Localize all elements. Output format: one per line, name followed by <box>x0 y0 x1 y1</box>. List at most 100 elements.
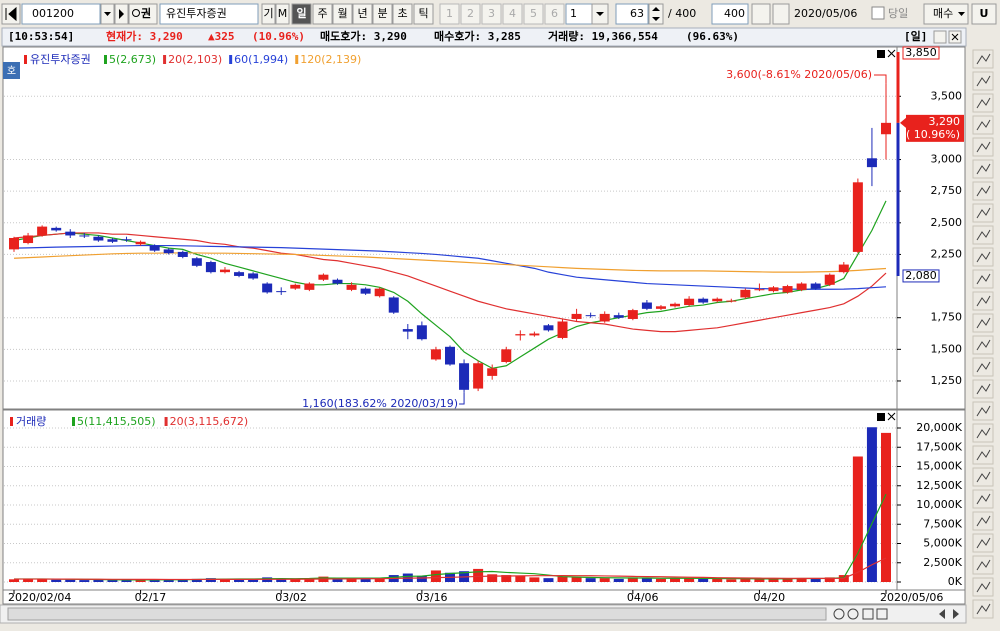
volume-bar <box>557 576 568 582</box>
scroll-arrows[interactable] <box>939 609 959 619</box>
count-spinner[interactable] <box>648 3 664 25</box>
tool-button[interactable] <box>972 489 994 509</box>
volume-bar <box>543 578 554 582</box>
volume-bar <box>670 578 681 582</box>
annotation: 3,600(-8.61% 2020/05/06) <box>726 68 872 81</box>
count-input[interactable] <box>615 3 649 25</box>
candle-body <box>304 283 315 290</box>
candle-body <box>107 239 118 242</box>
candle-body <box>754 289 765 291</box>
y-tick-label: 20,000K <box>916 421 962 434</box>
volume-bar <box>726 579 737 582</box>
tool-icon <box>976 75 991 87</box>
date-axis <box>2 589 966 605</box>
restore-button[interactable] <box>933 30 947 44</box>
code-input[interactable] <box>21 3 101 25</box>
candle-body <box>655 306 666 309</box>
period-button[interactable] <box>352 3 373 25</box>
badge-box[interactable] <box>3 62 20 79</box>
tool-button[interactable] <box>972 71 994 91</box>
tool-button[interactable] <box>972 225 994 245</box>
zoom-out[interactable] <box>833 608 845 620</box>
period-button[interactable] <box>413 3 434 25</box>
candle-body <box>459 363 470 390</box>
candle-body <box>810 283 821 289</box>
tool-button[interactable] <box>972 467 994 487</box>
scroll-thumb[interactable] <box>7 607 827 621</box>
reset-button[interactable] <box>876 608 888 620</box>
tool-button[interactable] <box>972 423 994 443</box>
number-label: 3 <box>488 7 495 20</box>
total-input[interactable] <box>711 3 749 25</box>
tool-button[interactable] <box>972 577 994 597</box>
tool-button[interactable] <box>972 49 994 69</box>
candle-body <box>93 236 104 241</box>
next-icon <box>119 9 124 19</box>
y-tick-label: 12,500K <box>916 479 962 492</box>
calendar-button[interactable] <box>751 3 771 25</box>
volume-bar <box>248 579 259 582</box>
tool-button[interactable] <box>972 379 994 399</box>
y-tick-label: 5,000K <box>923 537 962 550</box>
tool-icon <box>976 163 991 175</box>
tool-button[interactable] <box>972 115 994 135</box>
date-button[interactable] <box>772 3 790 25</box>
tool-icon <box>976 185 991 197</box>
volume-bar <box>332 578 343 582</box>
tool-button[interactable] <box>972 247 994 267</box>
volume: 거래량: 19,366,554 <box>548 29 658 43</box>
period-label: 주 <box>317 7 327 20</box>
candle-body <box>121 239 132 241</box>
price-marker-label: 2,080 <box>905 269 937 282</box>
tool-button[interactable] <box>972 93 994 113</box>
order-button[interactable] <box>923 3 969 25</box>
number-button[interactable] <box>544 3 565 25</box>
period-button[interactable] <box>392 3 413 25</box>
tool-button[interactable] <box>972 511 994 531</box>
tool-button[interactable] <box>972 555 994 575</box>
panel-menu[interactable] <box>877 413 885 421</box>
number-button[interactable] <box>481 3 502 25</box>
period-button[interactable] <box>332 3 353 25</box>
number-button[interactable] <box>439 3 460 25</box>
tool-button[interactable] <box>972 159 994 179</box>
current-pct: ( 10.96%) <box>906 128 960 141</box>
tool-button[interactable] <box>972 137 994 157</box>
period-button[interactable] <box>275 3 290 25</box>
tool-button[interactable] <box>972 203 994 223</box>
tool-button[interactable] <box>972 445 994 465</box>
panel-close[interactable] <box>887 412 896 421</box>
search-icon <box>132 9 140 17</box>
tool-button[interactable] <box>972 335 994 355</box>
candle-body <box>726 300 737 302</box>
volume-bar <box>51 579 62 582</box>
today-checkbox[interactable] <box>871 6 885 20</box>
panel-close[interactable] <box>887 49 896 58</box>
name-input[interactable] <box>159 3 259 25</box>
tool-button[interactable] <box>972 291 994 311</box>
zoom-in[interactable] <box>847 608 859 620</box>
tool-button[interactable] <box>972 313 994 333</box>
user-button[interactable] <box>971 3 997 25</box>
candle-body <box>557 321 568 338</box>
period-button[interactable] <box>261 3 276 25</box>
tool-button[interactable] <box>972 357 994 377</box>
panel-menu[interactable] <box>877 50 885 58</box>
volume-bar <box>613 578 624 582</box>
tool-button[interactable] <box>972 401 994 421</box>
number-button[interactable] <box>502 3 523 25</box>
legend-title: 유진투자증권 <box>30 53 91 66</box>
period-button[interactable] <box>372 3 393 25</box>
period-button[interactable] <box>291 3 312 25</box>
tool-button[interactable] <box>972 533 994 553</box>
number-button[interactable] <box>460 3 481 25</box>
tool-button[interactable] <box>972 269 994 289</box>
tool-button[interactable] <box>972 181 994 201</box>
tool-button[interactable] <box>972 599 994 619</box>
candle-body <box>852 182 863 252</box>
info-bar <box>1 27 967 47</box>
number-button[interactable] <box>523 3 544 25</box>
pan-button[interactable] <box>862 608 874 620</box>
period-button[interactable] <box>312 3 333 25</box>
